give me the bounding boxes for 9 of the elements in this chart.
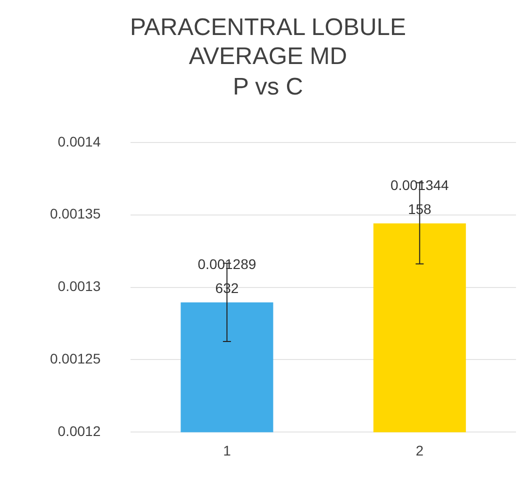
y-tick-label: 0.00125 [50, 350, 101, 367]
y-tick-label: 0.0013 [58, 278, 101, 294]
chart-subtitle: P vs C [232, 74, 304, 101]
chart-title: PARACENTRAL LOBULE AVERAGE MD [130, 14, 406, 70]
y-tick-label: 0.0014 [58, 133, 101, 150]
x-tick-label: 2 [416, 442, 424, 458]
x-tick-label: 1 [223, 442, 232, 458]
y-tick-label: 0.00135 [50, 206, 101, 222]
y-tick-label: 0.0012 [58, 423, 101, 440]
